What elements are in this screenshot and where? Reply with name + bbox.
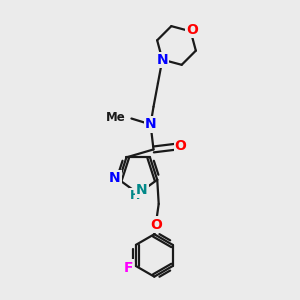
Text: N: N <box>136 183 148 197</box>
Text: H: H <box>130 189 140 202</box>
Text: N: N <box>109 171 121 185</box>
Text: O: O <box>175 140 187 154</box>
Text: N: N <box>157 52 168 67</box>
Text: F: F <box>124 260 133 274</box>
Text: Me: Me <box>106 110 125 124</box>
Text: N: N <box>145 117 156 131</box>
Text: O: O <box>186 23 198 37</box>
Text: O: O <box>150 218 162 232</box>
